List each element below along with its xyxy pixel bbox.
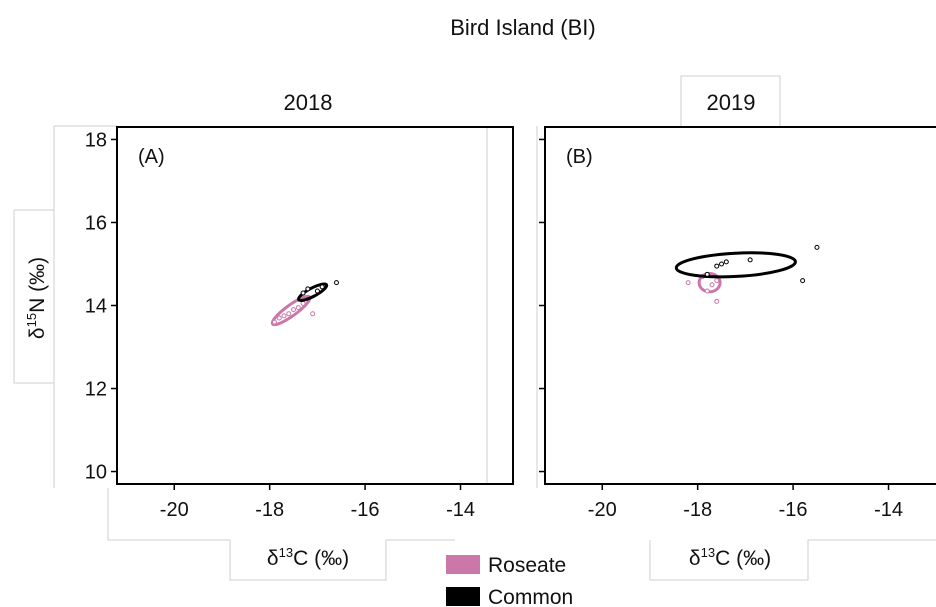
y-axis-label: δ15N (‰)	[24, 257, 49, 339]
panel-a-frame	[116, 126, 514, 485]
panel-b-frame	[544, 126, 936, 485]
panel-a-point-common	[314, 288, 320, 294]
panel-b-point-common	[800, 278, 806, 284]
x-axis-label-a: δ13C (‰)	[267, 545, 349, 570]
x-axis-label-b-superscript: 13	[701, 545, 715, 560]
panel-b-point-roseate	[685, 280, 691, 286]
panel-a: 2018 (A) 10 12 14 16 18 -20 -18 -16 -14	[85, 90, 514, 521]
panel-b-point-common	[814, 244, 820, 250]
x-axis-label-a-superscript: 13	[279, 545, 293, 560]
panel-b-xtick-label: -18	[683, 499, 712, 521]
panel-a-xtick-label: -16	[351, 499, 380, 521]
panel-b-xtick-label: -14	[874, 499, 903, 521]
legend-label-roseate: Roseate	[488, 554, 566, 577]
panel-a-ytick-label: 18	[85, 129, 107, 151]
panel-a-xtick-label: -14	[446, 499, 475, 521]
panel-a-ytick-label: 12	[85, 379, 107, 401]
panel-a-ytick-label: 14	[85, 296, 107, 318]
x-axis-label-a-unit: C (‰)	[293, 547, 349, 570]
panel-a-point-roseate	[300, 300, 306, 306]
panel-a-point-roseate	[281, 313, 287, 319]
panel-a-point-roseate	[271, 319, 277, 325]
panel-a-point-common	[319, 284, 325, 290]
legend-swatch-common	[446, 587, 480, 606]
x-axis-label-b-unit: C (‰)	[715, 547, 771, 570]
panel-a-point-common	[305, 286, 311, 292]
y-axis-label-superscript: 15	[24, 313, 39, 327]
panel-a-point-common	[300, 290, 306, 296]
panel-b-x-axis: -20 -18 -16 -14	[588, 484, 903, 521]
panel-a-ytick-label: 16	[85, 212, 107, 234]
panel-b-point-common	[719, 261, 725, 267]
legend: Roseate Common	[446, 554, 573, 607]
panel-a-ellipse-common	[297, 282, 329, 302]
panel-b-label: (B)	[566, 146, 593, 168]
panel-a-marks	[270, 280, 339, 327]
y-axis-label-unit: N (‰)	[26, 257, 49, 313]
panel-b-ellipse-roseate	[697, 272, 722, 294]
panel-a-ytick-label: 10	[85, 462, 107, 484]
panel-a-label: (A)	[138, 146, 165, 168]
panel-b-point-roseate	[709, 282, 715, 288]
x-axis-label-a-delta: δ	[267, 547, 279, 570]
panel-b-title: 2019	[707, 90, 756, 115]
panel-a-point-roseate	[286, 311, 292, 317]
panel-a-xtick-label: -18	[255, 499, 284, 521]
figure-title: Bird Island (BI)	[450, 15, 596, 40]
background-layout-boxes	[13, 75, 936, 581]
legend-swatch-roseate	[446, 555, 480, 574]
x-axis-label-b-delta: δ	[689, 547, 701, 570]
panel-b-point-roseate	[704, 288, 710, 294]
panel-b: 2019 (B) -20 -18 -16 -14	[539, 90, 936, 521]
panel-a-y-axis: 10 12 14 16 18	[85, 129, 117, 484]
panel-a-point-roseate	[291, 307, 297, 313]
panel-a-point-roseate	[295, 305, 301, 311]
x-axis-label-b: δ13C (‰)	[689, 545, 771, 570]
panel-b-y-axis	[539, 138, 545, 473]
panel-a-title: 2018	[284, 90, 333, 115]
panel-b-point-common	[723, 259, 729, 265]
panel-a-point-common	[333, 280, 339, 286]
panel-b-point-roseate	[714, 298, 720, 304]
panel-b-ellipse-common	[674, 251, 797, 279]
panel-b-xtick-label: -16	[779, 499, 808, 521]
panel-a-x-axis: -20 -18 -16 -14	[160, 484, 475, 521]
panel-b-xtick-label: -20	[588, 499, 617, 521]
panel-b-point-common	[704, 271, 710, 277]
panel-b-point-common	[714, 263, 720, 269]
panel-a-point-roseate	[276, 315, 282, 321]
panel-a-xtick-label: -20	[160, 499, 189, 521]
y-axis-label-delta: δ	[26, 327, 49, 339]
legend-label-common: Common	[488, 586, 573, 607]
panel-a-point-roseate	[310, 311, 316, 317]
panel-b-point-roseate	[714, 278, 720, 284]
panel-b-marks	[674, 244, 820, 304]
panel-b-point-common	[747, 257, 753, 263]
